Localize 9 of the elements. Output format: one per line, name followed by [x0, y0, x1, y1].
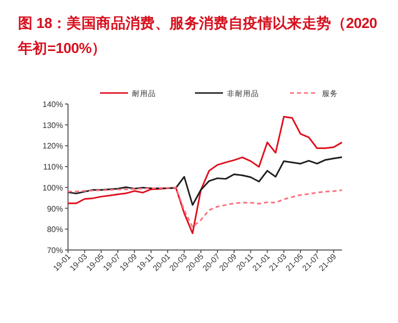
y-tick-label: 90%	[46, 204, 63, 214]
y-tick-label: 100%	[42, 183, 63, 192]
y-tick-label: 110%	[43, 162, 63, 172]
y-tick-label: 140%	[42, 100, 63, 109]
y-tick-label: 130%	[42, 120, 63, 130]
y-tick-label: 80%	[46, 225, 63, 234]
y-tick-label: 120%	[42, 142, 63, 151]
y-tick-label: 70%	[46, 246, 63, 255]
chart-title: 图 18：美国商品消费、服务消费自疫情以来走势（2020 年初=100%）	[18, 14, 378, 59]
